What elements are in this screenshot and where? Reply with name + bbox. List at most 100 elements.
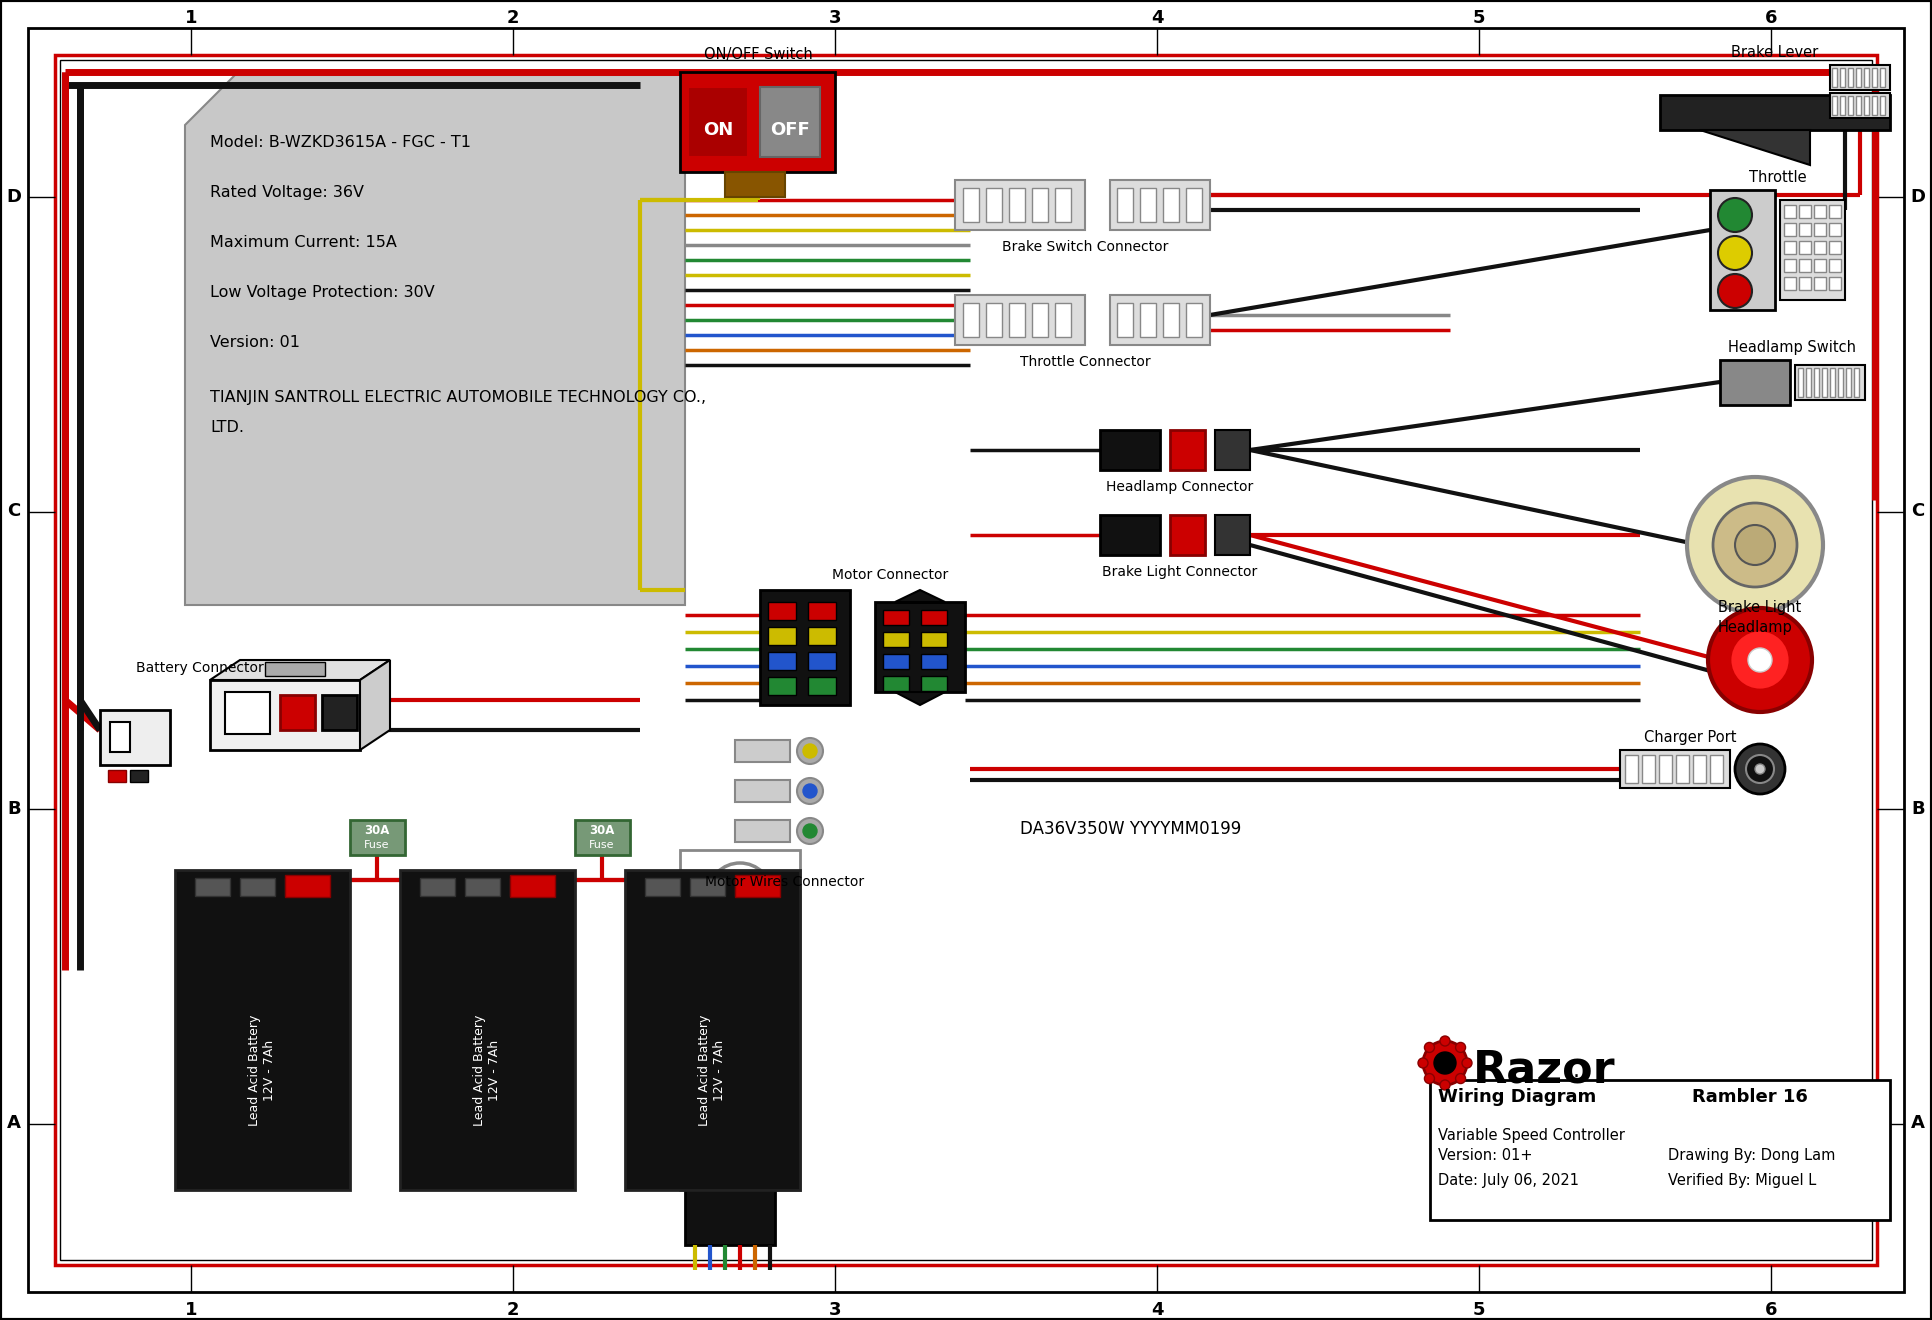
Text: 2: 2 bbox=[506, 9, 520, 26]
Circle shape bbox=[1714, 503, 1797, 587]
Bar bbox=[1830, 242, 1841, 253]
Bar bbox=[734, 741, 790, 762]
Text: Headlamp Connector: Headlamp Connector bbox=[1107, 480, 1254, 494]
Polygon shape bbox=[185, 75, 686, 605]
Text: Brake Switch Connector: Brake Switch Connector bbox=[1003, 240, 1169, 253]
Bar bbox=[724, 172, 784, 197]
Bar bbox=[1186, 304, 1202, 337]
Bar bbox=[690, 878, 724, 896]
Text: C: C bbox=[1911, 503, 1924, 520]
Bar bbox=[323, 696, 357, 730]
Bar bbox=[1660, 95, 1889, 129]
Bar bbox=[510, 878, 545, 896]
Text: Model: B-WZKD3615A - FGC - T1: Model: B-WZKD3615A - FGC - T1 bbox=[211, 135, 471, 150]
Bar bbox=[1880, 69, 1886, 87]
Text: 1: 1 bbox=[185, 1302, 197, 1319]
Bar bbox=[1799, 205, 1810, 218]
Bar bbox=[1832, 96, 1837, 115]
Bar bbox=[129, 770, 149, 781]
Bar bbox=[350, 820, 406, 855]
Text: Brake Lever: Brake Lever bbox=[1731, 45, 1818, 59]
Text: Low Voltage Protection: 30V: Low Voltage Protection: 30V bbox=[211, 285, 435, 300]
Text: 30A: 30A bbox=[365, 825, 390, 837]
Bar bbox=[176, 870, 350, 1191]
Circle shape bbox=[1434, 1052, 1457, 1074]
Circle shape bbox=[798, 738, 823, 764]
Text: Maximum Current: 15A: Maximum Current: 15A bbox=[211, 235, 396, 249]
Circle shape bbox=[798, 818, 823, 843]
Bar bbox=[1779, 201, 1845, 300]
Bar bbox=[1845, 368, 1851, 397]
Bar bbox=[1171, 430, 1206, 470]
Bar bbox=[1864, 96, 1868, 115]
Bar bbox=[1832, 69, 1837, 87]
Bar bbox=[769, 677, 796, 696]
Bar bbox=[883, 653, 908, 669]
Bar bbox=[808, 652, 837, 671]
Circle shape bbox=[1687, 477, 1824, 612]
Text: Version: 01+: Version: 01+ bbox=[1437, 1148, 1532, 1163]
Text: Brake Light: Brake Light bbox=[1718, 601, 1803, 615]
Bar bbox=[922, 676, 947, 690]
Bar bbox=[1806, 368, 1810, 397]
Circle shape bbox=[1439, 1080, 1451, 1090]
Text: LTD.: LTD. bbox=[211, 420, 243, 436]
Bar bbox=[1880, 96, 1886, 115]
Bar bbox=[1783, 277, 1797, 290]
Bar bbox=[1857, 96, 1861, 115]
Bar bbox=[769, 627, 796, 645]
Bar bbox=[985, 187, 1003, 222]
Bar bbox=[1009, 187, 1026, 222]
Text: Wiring Diagram: Wiring Diagram bbox=[1437, 1088, 1596, 1106]
Bar bbox=[1857, 69, 1861, 87]
Bar bbox=[100, 710, 170, 766]
Bar bbox=[1814, 259, 1826, 272]
Bar bbox=[954, 294, 1086, 345]
Bar bbox=[1117, 304, 1132, 337]
Bar bbox=[1799, 368, 1803, 397]
Bar bbox=[759, 590, 850, 705]
Text: 5: 5 bbox=[1472, 1302, 1486, 1319]
Circle shape bbox=[1424, 1073, 1434, 1084]
Bar bbox=[265, 663, 325, 676]
Bar bbox=[1849, 96, 1853, 115]
Text: Fuse: Fuse bbox=[365, 840, 390, 850]
Bar bbox=[510, 875, 554, 898]
Bar bbox=[286, 878, 321, 896]
Bar bbox=[808, 627, 837, 645]
Bar bbox=[1799, 223, 1810, 236]
Text: ON: ON bbox=[703, 121, 732, 139]
Circle shape bbox=[1754, 764, 1766, 774]
Bar bbox=[645, 878, 680, 896]
Bar bbox=[769, 602, 796, 620]
Bar bbox=[1055, 304, 1070, 337]
Bar bbox=[400, 870, 576, 1191]
Bar bbox=[808, 602, 837, 620]
Text: D: D bbox=[1911, 187, 1926, 206]
Bar bbox=[1675, 755, 1689, 783]
Bar bbox=[466, 878, 500, 896]
Text: C: C bbox=[8, 503, 21, 520]
Text: Throttle: Throttle bbox=[1748, 170, 1806, 185]
Circle shape bbox=[1455, 1043, 1466, 1052]
Text: 2: 2 bbox=[506, 1302, 520, 1319]
Text: Motor Wires Connector: Motor Wires Connector bbox=[705, 875, 864, 888]
Bar bbox=[1830, 223, 1841, 236]
Text: 30A: 30A bbox=[589, 825, 614, 837]
Text: Headlamp Switch: Headlamp Switch bbox=[1727, 341, 1857, 355]
Text: Headlamp: Headlamp bbox=[1718, 620, 1793, 635]
Bar bbox=[962, 187, 980, 222]
Circle shape bbox=[804, 784, 817, 799]
Bar bbox=[922, 653, 947, 669]
Text: Lead Acid Battery
12V - 7Ah: Lead Acid Battery 12V - 7Ah bbox=[473, 1014, 500, 1126]
Bar bbox=[680, 850, 800, 1191]
Circle shape bbox=[798, 777, 823, 804]
Circle shape bbox=[1708, 609, 1812, 711]
Bar bbox=[1783, 223, 1797, 236]
Circle shape bbox=[1735, 525, 1776, 565]
Circle shape bbox=[1718, 198, 1752, 232]
Bar bbox=[1099, 515, 1159, 554]
Circle shape bbox=[1424, 1043, 1434, 1052]
Bar bbox=[1032, 304, 1047, 337]
Bar bbox=[1621, 750, 1729, 788]
